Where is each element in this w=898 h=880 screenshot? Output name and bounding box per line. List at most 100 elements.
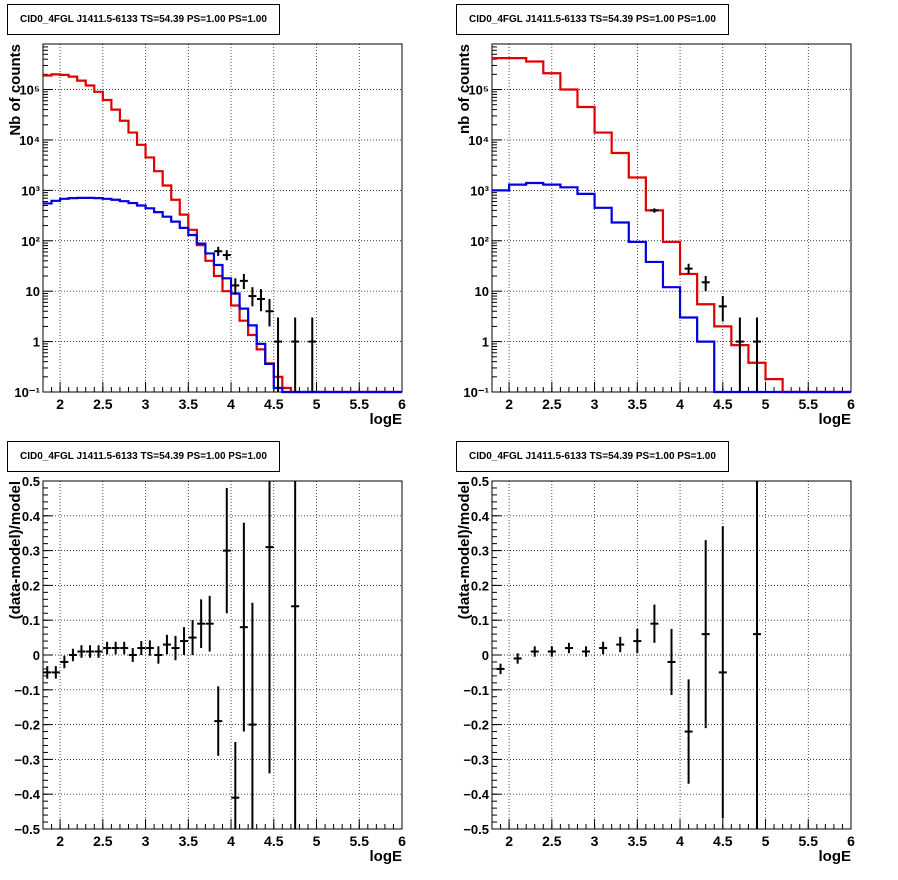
panel-bottom-left: 2 2.5 3 3.5 4 4.5 5 5.5 6 −0.5 −0.4 −0.3 −0.2 −0.1 0 0.…	[0, 437, 449, 875]
model-histogram	[492, 57, 851, 394]
y-tick-label: 0.5	[471, 474, 489, 489]
y-tick-label: −0.1	[463, 683, 489, 698]
data-point	[752, 481, 761, 829]
y-tick-label: 0	[482, 648, 489, 663]
y-tick-label: 0.4	[471, 509, 490, 524]
x-tick-label: 5	[313, 833, 321, 849]
data-point	[735, 317, 744, 392]
data-point	[291, 317, 300, 392]
data-point	[718, 526, 727, 819]
data-point	[291, 481, 300, 829]
data-point	[616, 636, 625, 653]
data-point	[120, 641, 129, 655]
data-point	[222, 250, 231, 261]
data-point	[701, 540, 710, 729]
y-tick-label: −0.2	[463, 718, 489, 733]
data-point	[633, 628, 642, 654]
x-tick-label: 2	[505, 833, 513, 849]
data-point	[274, 317, 283, 392]
data-point	[684, 679, 693, 784]
x-tick-label: 4.5	[264, 396, 284, 412]
x-tick-label: 5.5	[799, 833, 819, 849]
y-tick-label: 0.3	[22, 544, 40, 559]
x-tick-label: 5	[762, 396, 770, 412]
x-tick-label: 2	[56, 833, 64, 849]
data-point	[650, 604, 659, 643]
y-tick-label: 0.2	[22, 578, 40, 593]
x-tick-label: 4	[676, 833, 684, 849]
x-tick-label: 3.5	[628, 833, 648, 849]
y-tick-label: 0	[33, 648, 40, 663]
plot-frame	[42, 480, 403, 830]
model-histogram	[43, 73, 402, 394]
data-point	[752, 317, 761, 392]
data-point	[530, 646, 539, 657]
y-tick-label: 10⁵	[468, 83, 489, 98]
y-tick-label: 10	[26, 284, 40, 299]
count-spectrum-plot: 2 2.5 3 3.5 4 4.5 5 5.5 6 10⁻¹ 1 10 10² 10³ 10⁴ 10⁵ logE…	[7, 43, 406, 428]
y-tick-label: −0.3	[14, 752, 40, 767]
y-tick-label: 10⁴	[19, 133, 40, 148]
x-tick-label: 5	[313, 396, 321, 412]
y-tick-label: −0.5	[463, 822, 489, 837]
x-tick-label: 6	[398, 396, 406, 412]
source-histogram	[43, 196, 402, 394]
y-tick-label: 1	[482, 335, 489, 350]
y-tick-label: 0.1	[471, 613, 489, 628]
source-histogram	[492, 181, 851, 394]
data-point	[154, 646, 163, 664]
data-point	[214, 686, 223, 756]
y-tick-label: −0.4	[463, 787, 489, 802]
y-tick-label: 10⁻¹	[14, 385, 40, 400]
data-point	[308, 317, 317, 392]
x-tick-label: 3	[142, 396, 150, 412]
x-tick-label: 4.5	[264, 833, 284, 849]
x-tick-label: 2	[505, 396, 513, 412]
data-point	[137, 641, 146, 655]
y-tick-label: 10²	[470, 234, 489, 249]
data-point	[667, 628, 676, 696]
y-tick-label: 10²	[21, 234, 40, 249]
data-point	[94, 645, 103, 658]
y-tick-label: 0.4	[22, 509, 41, 524]
x-tick-label: 5	[762, 833, 770, 849]
x-axis-label: logE	[819, 848, 852, 865]
data-point	[718, 296, 727, 322]
x-tick-label: 2.5	[93, 833, 113, 849]
x-tick-label: 3.5	[179, 833, 199, 849]
y-tick-label: −0.1	[14, 683, 40, 698]
x-tick-label: 6	[847, 396, 855, 412]
y-tick-label: 10⁴	[468, 133, 489, 148]
x-tick-label: 2.5	[93, 396, 113, 412]
x-tick-label: 3.5	[179, 396, 199, 412]
data-point	[231, 278, 240, 295]
y-tick-label: −0.3	[463, 752, 489, 767]
x-tick-label: 4.5	[713, 833, 733, 849]
data-point	[564, 642, 573, 654]
y-tick-label: 0.3	[471, 544, 489, 559]
plot-frame	[42, 43, 403, 393]
data-point	[171, 635, 180, 661]
x-tick-label: 3	[591, 833, 599, 849]
x-tick-label: 4	[676, 396, 684, 412]
x-tick-label: 4.5	[713, 396, 733, 412]
plot-title: CID0_4FGL J1411.5-6133 TS=54.39 PS=1.00 …	[456, 441, 729, 472]
data-point	[582, 646, 591, 657]
y-axis-label: Nb of counts	[7, 44, 24, 136]
x-tick-label: 2.5	[542, 833, 562, 849]
y-tick-label: 10³	[21, 183, 40, 198]
data-point	[145, 640, 154, 656]
data-point	[248, 602, 257, 829]
x-tick-label: 5.5	[350, 833, 370, 849]
x-tick-label: 3	[142, 833, 150, 849]
x-axis-label: logE	[370, 848, 403, 865]
data-point	[180, 627, 189, 655]
residual-plot: 2 2.5 3 3.5 4 4.5 5 5.5 6 −0.5 −0.4 −0.3 −0.2 −0.1 0 0.…	[456, 474, 855, 865]
data-point	[684, 263, 693, 274]
residual-plot: 2 2.5 3 3.5 4 4.5 5 5.5 6 −0.5 −0.4 −0.3 −0.2 −0.1 0 0.…	[7, 474, 406, 865]
x-tick-label: 6	[398, 833, 406, 849]
x-tick-label: 3	[591, 396, 599, 412]
data-point	[43, 666, 52, 679]
panel-top-right: 2 2.5 3 3.5 4 4.5 5 5.5 6 10⁻¹ 1 10 10² 10³ 10⁴ 10⁵ logE…	[449, 0, 898, 437]
x-axis-label: logE	[819, 411, 852, 428]
